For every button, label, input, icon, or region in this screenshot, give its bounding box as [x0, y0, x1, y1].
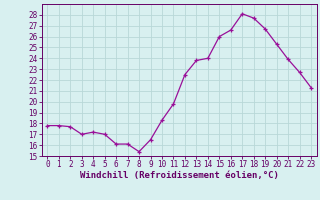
X-axis label: Windchill (Refroidissement éolien,°C): Windchill (Refroidissement éolien,°C): [80, 171, 279, 180]
